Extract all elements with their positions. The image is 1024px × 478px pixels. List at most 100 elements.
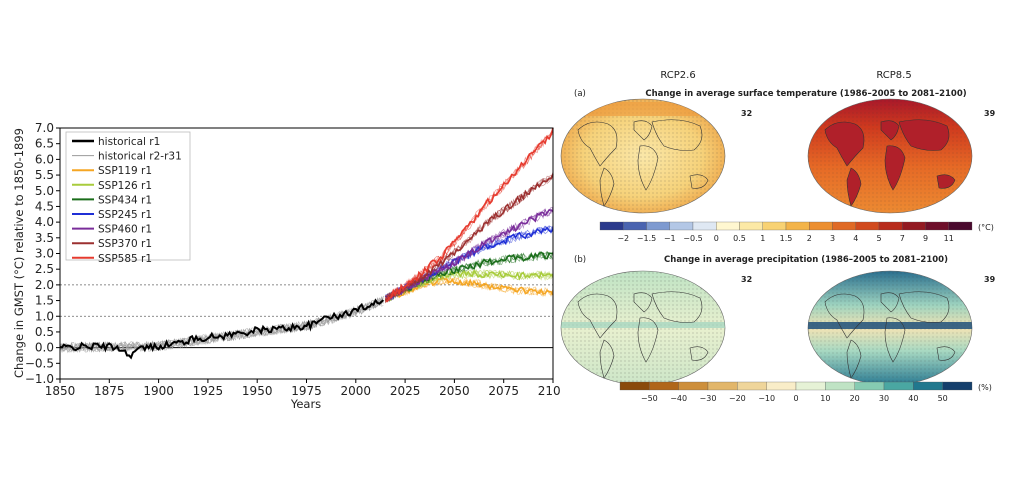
x-tick-label: 2075 bbox=[488, 384, 519, 398]
precipitation-colorbar: −50 −40 −30 −20 −10 0 10 20 30 40 50 (%) bbox=[619, 381, 992, 403]
column-header-rcp85: RCP8.5 bbox=[876, 70, 911, 81]
colorbar-tick-label: 0 bbox=[793, 394, 798, 403]
colorbar-segment bbox=[619, 381, 650, 391]
colorbar-tick-label: 4 bbox=[853, 234, 858, 243]
legend-label: historical r1 bbox=[98, 136, 160, 148]
climate-maps-figure: RCP2.6 RCP8.5 (a) Change in average surf… bbox=[560, 70, 996, 403]
colorbar-segment bbox=[762, 221, 787, 231]
series-line-ssp119-r1 bbox=[384, 276, 554, 301]
x-tick-label: 1875 bbox=[94, 384, 125, 398]
x-tick-label: 2000 bbox=[341, 384, 372, 398]
legend-label: SSP119 r1 bbox=[98, 165, 152, 177]
legend-label: historical r2-r31 bbox=[98, 151, 182, 163]
y-tick-label: 3.0 bbox=[35, 247, 54, 261]
x-tick-label: 1850 bbox=[45, 384, 76, 398]
y-tick-label: 5.0 bbox=[35, 184, 54, 198]
panel-b-title: Change in average precipitation (1986–20… bbox=[664, 255, 948, 265]
colorbar-tick-label: −0.5 bbox=[683, 234, 702, 243]
model-count-a-rcp85: 39 bbox=[984, 109, 996, 118]
x-tick-label: 1975 bbox=[291, 384, 322, 398]
colorbar-tick-label: 9 bbox=[923, 234, 928, 243]
x-tick-label: 2050 bbox=[439, 384, 470, 398]
model-count-b-rcp26: 32 bbox=[741, 275, 752, 284]
colorbar-segment bbox=[716, 221, 740, 231]
colorbar-segment bbox=[678, 381, 709, 391]
colorbar-segment bbox=[669, 221, 694, 231]
colorbar-tick-label: 10 bbox=[820, 394, 830, 403]
y-tick-label: 3.5 bbox=[35, 231, 54, 245]
colorbar-segment bbox=[854, 381, 885, 391]
y-tick-label: 5.5 bbox=[35, 168, 54, 182]
colorbar-segment bbox=[795, 381, 826, 391]
series-line-ensemble bbox=[385, 224, 554, 301]
colorbar-tick-label: 0 bbox=[714, 234, 719, 243]
gmst-line-chart: 1850 1875 1900 1925 1950 1975 2000 2025 2050 2075… bbox=[12, 121, 560, 411]
colorbar-tick-label: −1 bbox=[664, 234, 676, 243]
colorbar-tick-label: −10 bbox=[758, 394, 775, 403]
temperature-colorbar: −2 −1.5 −1 −0.5 0 0.5 1 1.5 2 3 4 5 7 9 11 (°C) bbox=[599, 221, 994, 243]
model-count-b-rcp85: 39 bbox=[984, 275, 996, 284]
column-header-rcp26: RCP2.6 bbox=[660, 70, 695, 81]
y-axis-label: Change in GMST (°C) relative to 1850-189… bbox=[12, 128, 26, 378]
reference-lines bbox=[60, 284, 553, 349]
colorbar-tick-label: −20 bbox=[729, 394, 746, 403]
colorbar-tick-label: 1 bbox=[760, 234, 765, 243]
colorbar-tick-label: 0.5 bbox=[733, 234, 746, 243]
x-tick-label: 1925 bbox=[193, 384, 224, 398]
legend-label: SSP460 r1 bbox=[98, 224, 152, 236]
map-temperature-rcp85 bbox=[807, 98, 973, 214]
x-axis-label: Years bbox=[290, 397, 321, 411]
colorbar-segment bbox=[766, 381, 797, 391]
colorbar-unit: (°C) bbox=[978, 223, 994, 232]
colorbar-tick-label: 20 bbox=[850, 394, 860, 403]
colorbar-segment bbox=[785, 221, 810, 231]
y-tick-label: 4.5 bbox=[35, 199, 54, 213]
colorbar-tick-label: 30 bbox=[879, 394, 889, 403]
legend-box bbox=[65, 131, 191, 261]
colorbar-tick-label: 1.5 bbox=[780, 234, 793, 243]
colorbar-segment bbox=[883, 381, 914, 391]
colorbar-segment bbox=[913, 381, 943, 391]
model-count-a-rcp26: 32 bbox=[741, 109, 752, 118]
colorbar-tick-label: 50 bbox=[938, 394, 948, 403]
colorbar-tick-label: 5 bbox=[876, 234, 881, 243]
y-tick-label: 2.0 bbox=[35, 278, 54, 292]
y-tick-label: 0.0 bbox=[35, 341, 54, 355]
y-tick-label: −0.5 bbox=[25, 356, 54, 370]
map-precipitation-rcp26 bbox=[560, 270, 726, 386]
x-tick-label: 2100 bbox=[538, 384, 560, 398]
series-line-historical-r1 bbox=[59, 298, 385, 360]
colorbar-segment bbox=[855, 221, 880, 231]
y-tick-label: 1.5 bbox=[35, 294, 54, 308]
series-line-ensemble bbox=[385, 171, 554, 299]
colorbar-tick-label: 40 bbox=[908, 394, 918, 403]
legend-label: SSP585 r1 bbox=[98, 253, 152, 265]
colorbar-segment bbox=[948, 221, 973, 231]
colorbar-segment bbox=[832, 221, 856, 231]
colorbar-tick-label: −50 bbox=[641, 394, 658, 403]
y-tick-label: 1.0 bbox=[35, 309, 54, 323]
panel-b-label: (b) bbox=[574, 255, 586, 265]
series-line-ssp585-r1 bbox=[385, 127, 554, 302]
colorbar-tick-label: −1.5 bbox=[637, 234, 656, 243]
x-tick-label: 1950 bbox=[242, 384, 273, 398]
y-axis-ticks: −1.0−0.50.00.51.01.52.02.53.03.54.04.55.… bbox=[25, 121, 60, 386]
colorbar-segment bbox=[902, 221, 926, 231]
y-tick-label: 2.5 bbox=[35, 262, 54, 276]
legend-label: SSP434 r1 bbox=[98, 194, 152, 206]
panel-a-label: (a) bbox=[574, 89, 586, 99]
panel-a-title: Change in average surface temperature (1… bbox=[645, 89, 966, 99]
y-tick-label: 6.0 bbox=[35, 152, 54, 166]
colorbar-segment bbox=[692, 221, 717, 231]
colorbar-segment bbox=[925, 221, 949, 231]
colorbar-segment bbox=[646, 221, 670, 231]
colorbar-tick-label: −2 bbox=[617, 234, 629, 243]
colorbar-segment bbox=[942, 381, 973, 391]
colorbar-segment bbox=[649, 381, 679, 391]
colorbar-segment bbox=[707, 381, 738, 391]
legend: historical r1 historical r2-r31 SSP119 r1 S… bbox=[65, 131, 191, 265]
colorbar-segment bbox=[739, 221, 763, 231]
colorbar-tick-label: −40 bbox=[670, 394, 687, 403]
map-precipitation-rcp85 bbox=[807, 270, 973, 386]
map-temperature-rcp26 bbox=[560, 98, 726, 214]
